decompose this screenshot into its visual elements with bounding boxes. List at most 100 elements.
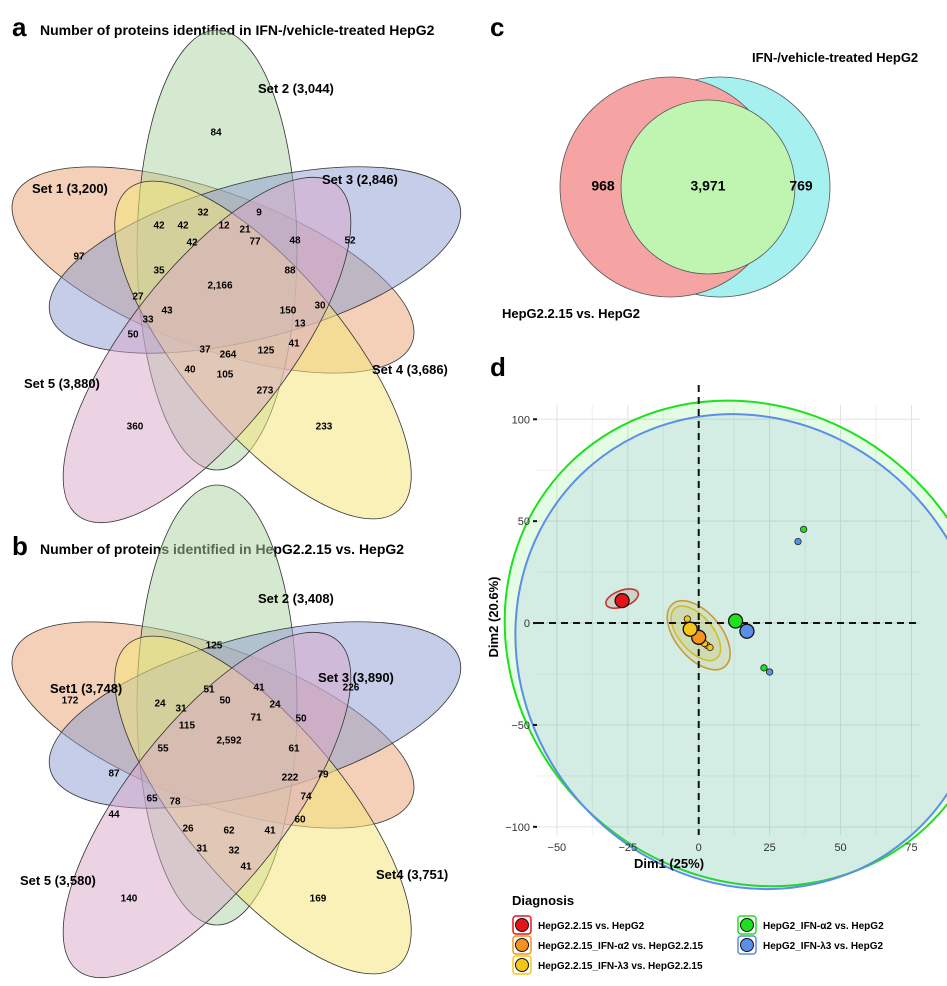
venn-region-count: 52 — [344, 236, 356, 247]
centroid-point — [739, 623, 755, 639]
venn-region-count: 50 — [219, 696, 231, 707]
legend-item-label: HepG2_IFN-λ3 vs. HepG2 — [763, 941, 883, 952]
venn-region-count: 44 — [108, 810, 120, 821]
legend-title: Diagnosis — [512, 893, 574, 908]
venn-region-count: 42 — [177, 221, 189, 232]
y-tick-label: −50 — [511, 720, 530, 732]
y-tick-label: 50 — [518, 516, 530, 528]
venn-region-count: 42 — [153, 221, 165, 232]
legend-key-dot — [740, 938, 754, 952]
set4-label: Set 4 (3,686) — [372, 362, 448, 377]
venn-region-count: 24 — [269, 700, 281, 711]
setb4-label: Set4 (3,751) — [376, 867, 448, 882]
venn2-overlap — [620, 99, 796, 275]
venn-region-count: 26 — [182, 824, 194, 835]
venn-region-count: 27 — [132, 292, 144, 303]
data-point — [766, 668, 774, 676]
setb5-label: Set 5 (3,580) — [20, 873, 96, 888]
venn-region-count: 12 — [218, 221, 230, 232]
x-tick-label: 50 — [834, 842, 846, 854]
venn-region-count: 24 — [154, 699, 166, 710]
scatter-plot: −50 −25 0 25 50 75 100 50 0 −50 −100 — [503, 385, 947, 891]
venn-region-count: 360 — [127, 422, 144, 433]
x-tick-label: −25 — [618, 842, 637, 854]
venn-region-count: 55 — [157, 744, 169, 755]
venn-region-count: 41 — [288, 339, 300, 350]
x-axis-title: Dim1 (25%) — [634, 856, 704, 871]
legend-key-dot — [515, 918, 529, 932]
venn-region-count: 33 — [142, 315, 154, 326]
venn-region-count: 21 — [239, 225, 251, 236]
venn-region-count: 78 — [169, 797, 181, 808]
legend-item-label: HepG2.2.15_IFN-λ3 vs. HepG2.2.15 — [538, 961, 703, 972]
panel-c: c IFN-/vehicle-treated HepG2 968 3,971 7… — [490, 12, 918, 321]
y-tick-label: −100 — [505, 822, 530, 834]
panel-a-title: Number of proteins identified in IFN-/ve… — [40, 22, 435, 38]
venn-region-count: 31 — [175, 704, 187, 715]
data-point — [800, 525, 808, 533]
venn-region-count: 65 — [146, 794, 158, 805]
venn-region-count: 233 — [316, 422, 333, 433]
venn-region-count: 61 — [288, 744, 300, 755]
venn-region-count: 31 — [196, 844, 208, 855]
venn-region-count: 150 — [280, 306, 297, 317]
venn-region-count: 50 — [295, 714, 307, 725]
venn-region-count: 51 — [203, 685, 215, 696]
panel-c-title: IFN-/vehicle-treated HepG2 — [752, 50, 918, 65]
panel-c-bottom-label: HepG2.2.15 vs. HepG2 — [502, 306, 640, 321]
legend-item-label: HepG2.2.15_IFN-α2 vs. HepG2.2.15 — [538, 941, 704, 952]
venn-a-region-labels: 84 97 52 233 360 32 9 42 42 12 21 42 77 48 88 35 2,166 15… — [73, 128, 356, 433]
venn-region-count: 71 — [250, 713, 262, 724]
y-tick-label: 100 — [512, 414, 530, 426]
set5-label: Set 5 (3,880) — [24, 376, 100, 391]
venn-region-count: 9 — [256, 208, 262, 219]
venn-region-count: 79 — [317, 770, 329, 781]
venn-region-count: 50 — [127, 330, 139, 341]
y-axis-title: Dim2 (20.6%) — [486, 577, 501, 658]
venn-region-count: 48 — [289, 236, 301, 247]
venn-region-count: 226 — [343, 683, 360, 694]
venn-region-count: 43 — [161, 306, 173, 317]
venn-region-count: 264 — [220, 350, 237, 361]
confidence-ellipse — [514, 413, 947, 891]
venn2-overlap-count: 3,971 — [690, 178, 725, 194]
x-tick-label: 0 — [696, 842, 702, 854]
venn-region-count: 87 — [108, 769, 120, 780]
panel-a-letter: a — [12, 12, 27, 42]
x-tick-label: 25 — [764, 842, 776, 854]
legend-key-dot — [515, 938, 529, 952]
legend-item-label: HepG2.2.15 vs. HepG2 — [538, 921, 645, 932]
setb3-label: Set 3 (3,890) — [318, 670, 394, 685]
venn-region-count: 115 — [179, 721, 196, 732]
set3-label: Set 3 (2,846) — [322, 172, 398, 187]
venn-region-count: 222 — [282, 773, 299, 784]
venn-region-count: 41 — [240, 862, 252, 873]
data-point — [706, 643, 714, 652]
venn-region-count: 125 — [206, 641, 223, 652]
legend-item-label: HepG2_IFN-α2 vs. HepG2 — [763, 921, 884, 932]
venn-region-count: 97 — [73, 252, 85, 263]
centroid-point — [727, 613, 744, 629]
panel-c-letter: c — [490, 12, 504, 42]
set2-label: Set 2 (3,044) — [258, 81, 334, 96]
venn-region-count: 140 — [121, 894, 138, 905]
data-point — [683, 615, 691, 623]
centroid-point — [682, 621, 698, 637]
panel-b: b Number of proteins identified in HepG2… — [11, 484, 462, 979]
venn-region-count: 84 — [210, 128, 222, 139]
venn-region-count: 35 — [153, 266, 165, 277]
venn-region-count: 32 — [197, 208, 209, 219]
data-point — [760, 664, 768, 672]
legend-key-dot — [515, 958, 529, 972]
venn-region-count: 41 — [253, 683, 265, 694]
venn-region-count: 62 — [223, 826, 235, 837]
venn-region-count: 30 — [314, 301, 326, 312]
set1-label: Set 1 (3,200) — [32, 181, 108, 196]
setb2-label: Set 2 (3,408) — [258, 591, 334, 606]
venn-region-count: 77 — [249, 237, 261, 248]
y-tick-label: 0 — [524, 618, 530, 630]
setb1-label: Set1 (3,748) — [50, 681, 122, 696]
panel-d-letter: d — [490, 352, 506, 382]
venn-region-count: 42 — [186, 238, 198, 249]
